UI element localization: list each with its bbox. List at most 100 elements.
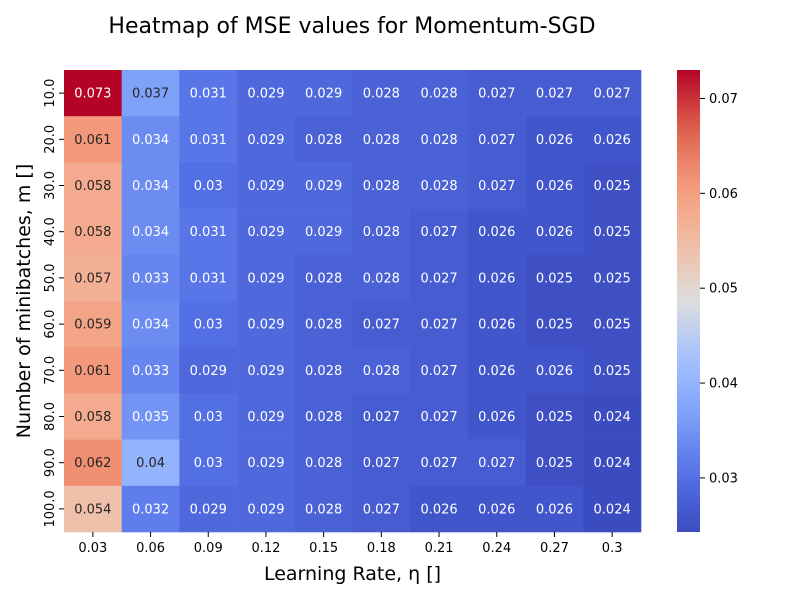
heatmap-cell	[410, 393, 469, 440]
cell-value-label: 0.028	[363, 364, 400, 379]
cell-value-label: 0.037	[132, 87, 169, 102]
cell-value-label: 0.025	[594, 364, 631, 379]
cell-value-label: 0.029	[247, 318, 284, 333]
cell-value-label: 0.033	[132, 364, 169, 379]
y-tick-label: 30.0	[43, 171, 58, 200]
heatmap-cell	[467, 254, 526, 302]
heatmap-cell	[237, 208, 296, 256]
cell-value-label: 0.034	[132, 225, 169, 240]
heatmap-cell	[121, 393, 180, 440]
heatmap-cell	[525, 347, 584, 394]
heatmap-cell	[583, 208, 642, 256]
heatmap-cell	[525, 485, 584, 533]
cell-value-label: 0.035	[132, 410, 169, 425]
cell-value-label: 0.028	[420, 87, 457, 102]
heatmap-cell	[352, 208, 411, 256]
heatmap-cell	[410, 70, 469, 117]
cell-value-label: 0.028	[305, 364, 342, 379]
heatmap-cell	[294, 70, 353, 117]
colorbar-tick-label: 0.05	[709, 282, 738, 297]
heatmap-cell	[179, 70, 238, 117]
cell-value-label: 0.054	[74, 502, 111, 517]
cell-value-label: 0.027	[536, 87, 573, 102]
cell-value-label: 0.028	[420, 179, 457, 194]
cell-value-label: 0.028	[305, 502, 342, 517]
heatmap-cell	[294, 393, 353, 440]
cell-value-label: 0.027	[420, 364, 457, 379]
cell-value-label: 0.029	[247, 271, 284, 286]
heatmap-cell	[294, 301, 353, 348]
cell-value-label: 0.033	[132, 271, 169, 286]
cell-value-label: 0.027	[420, 456, 457, 471]
x-tick-label: 0.24	[482, 541, 511, 556]
heatmap-cell	[64, 116, 122, 163]
cell-value-label: 0.029	[247, 502, 284, 517]
cell-value-label: 0.028	[363, 87, 400, 102]
chart-title: Heatmap of MSE values for Momentum-SGD	[108, 14, 595, 39]
heatmap-cell	[467, 70, 526, 117]
heatmap-cell	[410, 347, 469, 394]
heatmap-cell	[352, 301, 411, 348]
x-tick-label: 0.06	[136, 541, 165, 556]
heatmap-cell	[294, 439, 353, 487]
cell-value-label: 0.027	[478, 87, 515, 102]
cell-value-label: 0.027	[594, 87, 631, 102]
heatmap-cell	[467, 393, 526, 440]
cell-value-label: 0.027	[363, 456, 400, 471]
cell-value-label: 0.027	[478, 456, 515, 471]
y-tick-label: 100.0	[43, 490, 58, 527]
heatmap-cell	[583, 301, 642, 348]
heatmap-cell	[583, 162, 642, 209]
colorbar-tick-label: 0.04	[709, 377, 738, 392]
heatmap-cell	[352, 254, 411, 302]
colorbar	[677, 70, 700, 532]
cell-value-label: 0.031	[190, 87, 227, 102]
cell-value-label: 0.026	[478, 318, 515, 333]
heatmap-cell	[64, 162, 122, 209]
cell-value-label: 0.027	[478, 179, 515, 194]
cell-value-label: 0.026	[420, 502, 457, 517]
heatmap-cell	[179, 393, 238, 440]
cell-value-label: 0.025	[594, 271, 631, 286]
heatmap-cell	[237, 70, 296, 117]
y-tick-label: 90.0	[43, 448, 58, 477]
cell-value-label: 0.025	[594, 179, 631, 194]
heatmap-cell	[352, 347, 411, 394]
heatmap-cell	[237, 393, 296, 440]
cell-value-label: 0.034	[132, 318, 169, 333]
heatmap-cell	[525, 439, 584, 487]
x-tick-label: 0.09	[194, 541, 223, 556]
cell-value-label: 0.026	[536, 179, 573, 194]
heatmap-cell	[467, 485, 526, 533]
heatmap-cell	[237, 439, 296, 487]
cell-value-label: 0.031	[190, 225, 227, 240]
heatmap-cell	[467, 347, 526, 394]
heatmap-cell	[410, 439, 469, 487]
heatmap-cell	[121, 70, 180, 117]
heatmap-cell	[179, 116, 238, 163]
x-tick-label: 0.27	[540, 541, 569, 556]
cell-value-label: 0.03	[194, 318, 223, 333]
heatmap-cell	[294, 116, 353, 163]
x-tick-label: 0.3	[602, 541, 623, 556]
heatmap-cell	[352, 485, 411, 533]
heatmap-cell	[294, 208, 353, 256]
heatmap-cell	[467, 301, 526, 348]
heatmap-cell	[583, 439, 642, 487]
colorbar-ticks: 0.03 0.04 0.05 0.06 0.07	[700, 92, 738, 486]
heatmap-cell	[583, 70, 642, 117]
heatmap-cell	[64, 70, 122, 117]
heatmap-cell	[237, 301, 296, 348]
cell-value-label: 0.028	[305, 271, 342, 286]
cell-value-label: 0.026	[536, 502, 573, 517]
cell-value-label: 0.024	[594, 502, 631, 517]
y-tick-label: 70.0	[43, 356, 58, 385]
heatmap-cell	[64, 439, 122, 487]
cell-value-label: 0.03	[194, 456, 223, 471]
cell-value-label: 0.027	[478, 133, 515, 148]
heatmap-cell	[352, 116, 411, 163]
cell-value-label: 0.027	[420, 271, 457, 286]
heatmap-cell	[294, 254, 353, 302]
cell-value-label: 0.029	[247, 133, 284, 148]
cell-value-label: 0.027	[420, 318, 457, 333]
